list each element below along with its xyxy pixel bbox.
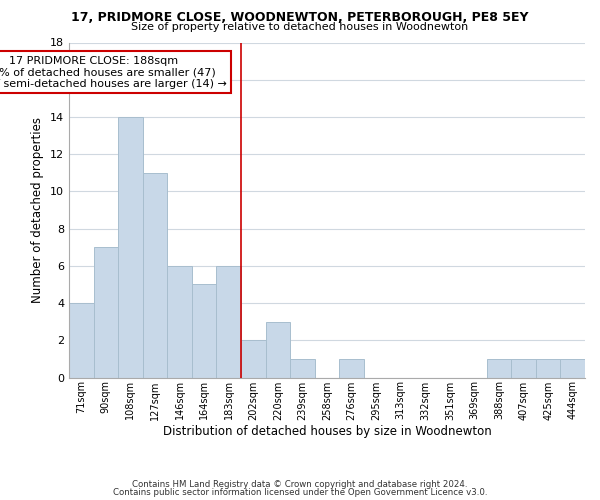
Bar bbox=[241, 340, 266, 378]
Text: Size of property relative to detached houses in Woodnewton: Size of property relative to detached ho… bbox=[131, 22, 469, 32]
Bar bbox=[266, 322, 290, 378]
Bar bbox=[69, 303, 94, 378]
Bar bbox=[217, 266, 241, 378]
Bar bbox=[290, 359, 315, 378]
Text: 17, PRIDMORE CLOSE, WOODNEWTON, PETERBOROUGH, PE8 5EY: 17, PRIDMORE CLOSE, WOODNEWTON, PETERBOR… bbox=[71, 11, 529, 24]
Text: 17 PRIDMORE CLOSE: 188sqm
← 77% of detached houses are smaller (47)
23% of semi-: 17 PRIDMORE CLOSE: 188sqm ← 77% of detac… bbox=[0, 56, 227, 88]
Bar bbox=[118, 117, 143, 378]
Bar bbox=[536, 359, 560, 378]
Bar bbox=[192, 284, 217, 378]
Bar bbox=[560, 359, 585, 378]
Bar bbox=[143, 173, 167, 378]
Bar bbox=[167, 266, 192, 378]
Text: Contains public sector information licensed under the Open Government Licence v3: Contains public sector information licen… bbox=[113, 488, 487, 497]
Bar bbox=[339, 359, 364, 378]
X-axis label: Distribution of detached houses by size in Woodnewton: Distribution of detached houses by size … bbox=[163, 425, 491, 438]
Text: Contains HM Land Registry data © Crown copyright and database right 2024.: Contains HM Land Registry data © Crown c… bbox=[132, 480, 468, 489]
Y-axis label: Number of detached properties: Number of detached properties bbox=[31, 117, 44, 303]
Bar bbox=[511, 359, 536, 378]
Bar bbox=[487, 359, 511, 378]
Bar bbox=[94, 247, 118, 378]
